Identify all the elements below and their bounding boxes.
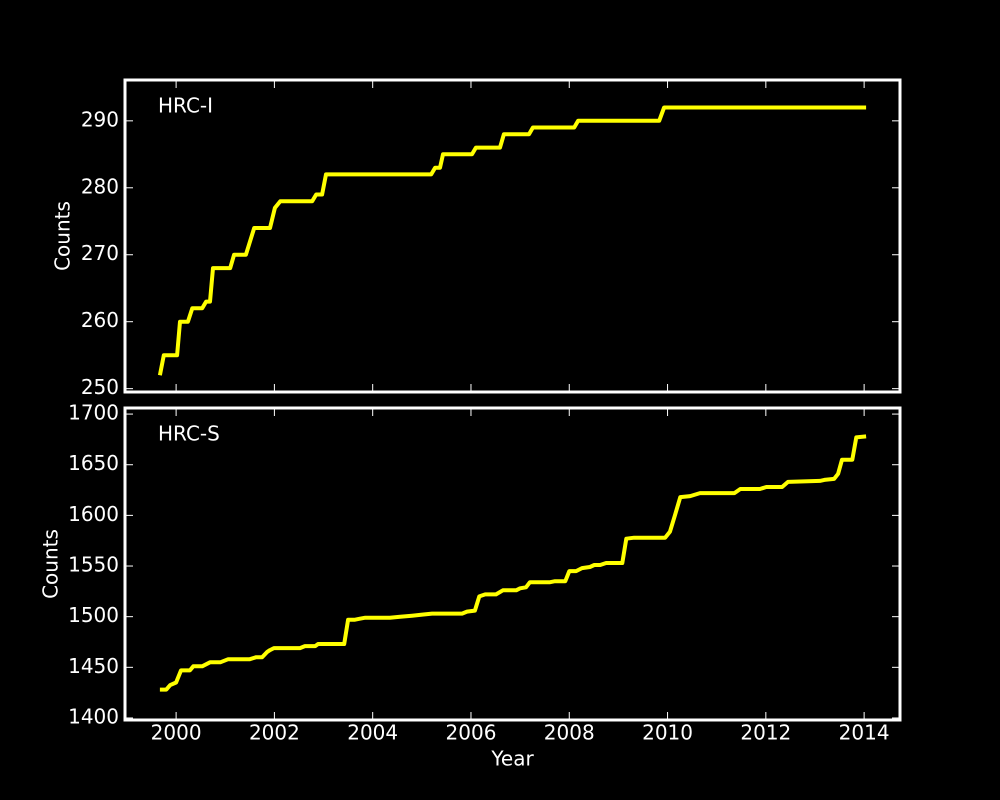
annotation: HRC-S (158, 422, 220, 446)
y-tick-label: 280 (81, 174, 119, 198)
x-tick-label: 2012 (740, 721, 791, 745)
y-tick-label: 270 (81, 241, 119, 265)
y-tick-label: 1450 (68, 654, 119, 678)
plot-frame (123, 406, 902, 722)
y-tick-label: 1400 (68, 704, 119, 728)
y-tick-label: 1550 (68, 553, 119, 577)
x-tick-label: 2010 (642, 721, 693, 745)
y-tick-label: 1650 (68, 451, 119, 475)
x-tick-label: 2008 (544, 721, 595, 745)
plot-frame (123, 78, 902, 394)
y-tick-label: 1700 (68, 401, 119, 425)
y-axis-label: Counts (51, 201, 75, 271)
x-tick-label: 2014 (839, 721, 890, 745)
y-tick-label: 1500 (68, 603, 119, 627)
y-tick-label: 1600 (68, 502, 119, 526)
data-line (157, 105, 867, 376)
y-axis-label: Counts (39, 529, 63, 599)
x-tick-label: 2004 (347, 721, 398, 745)
x-axis-label: Year (490, 747, 534, 771)
x-tick-label: 2006 (446, 721, 497, 745)
y-tick-label: 290 (81, 107, 119, 131)
data-line (159, 434, 867, 692)
annotation: HRC-I (158, 94, 213, 118)
y-tick-label: 260 (81, 308, 119, 332)
y-tick-label: 250 (81, 375, 119, 399)
x-tick-label: 2002 (249, 721, 300, 745)
x-tick-label: 2000 (151, 721, 202, 745)
